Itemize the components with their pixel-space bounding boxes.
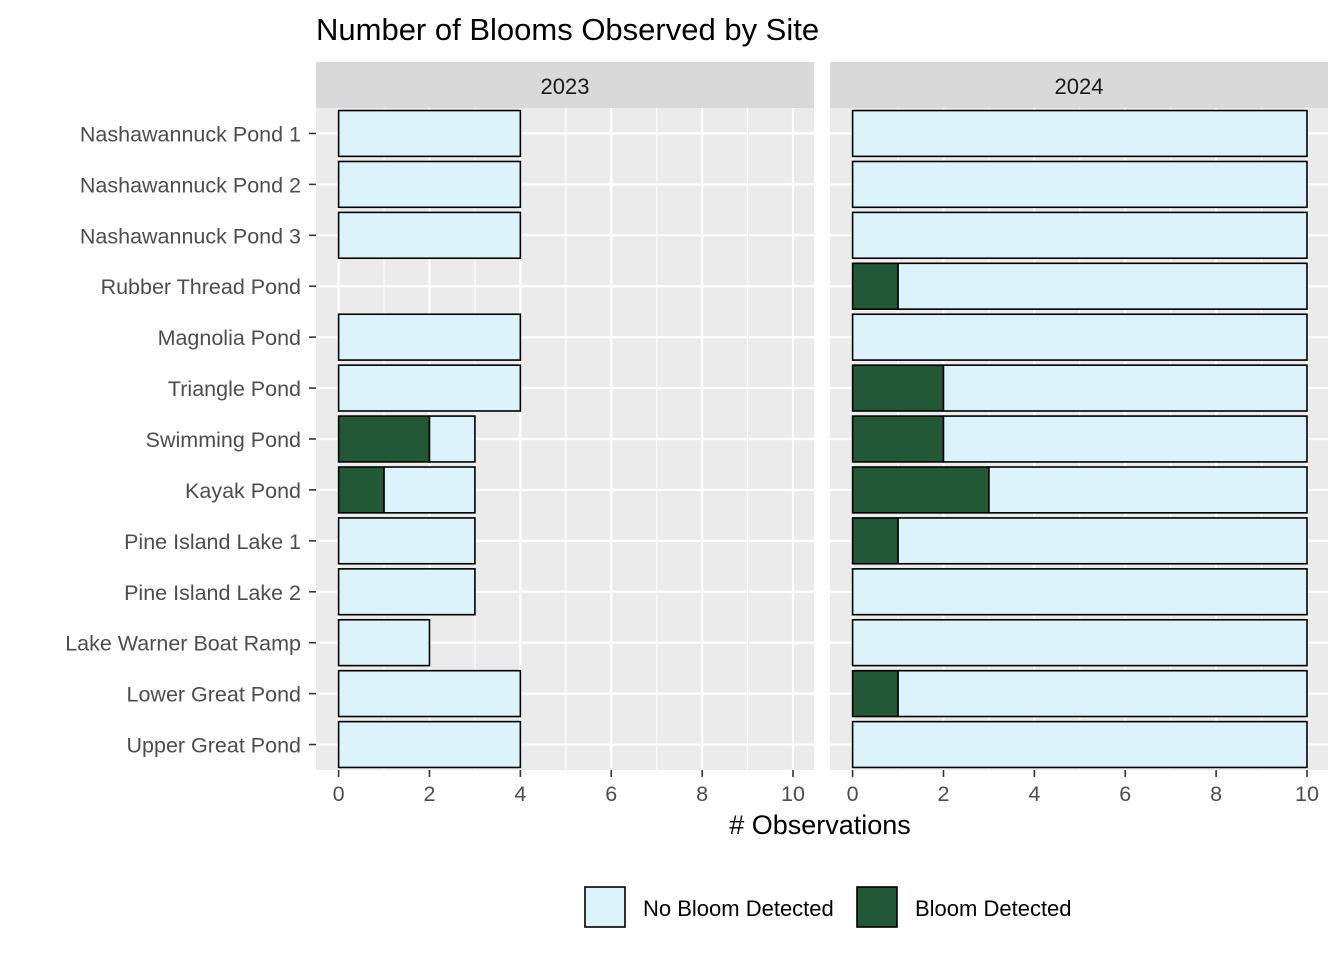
category-label: Nashawannuck Pond 2 <box>80 173 301 197</box>
bar-segment <box>942 364 1308 412</box>
bar-segment <box>851 364 945 412</box>
x-tick-label: 10 <box>781 782 805 806</box>
category-label: Kayak Pond <box>185 479 301 503</box>
x-tick-label: 4 <box>514 782 526 806</box>
category-label: Lake Warner Boat Ramp <box>65 632 301 656</box>
category-label: Swimming Pond <box>146 428 301 452</box>
bar-segment <box>851 517 899 565</box>
bar-segment <box>851 415 945 463</box>
category-label: Pine Island Lake 1 <box>124 530 301 554</box>
bar-segment <box>428 415 476 463</box>
bar-segment <box>942 415 1308 463</box>
x-tick-label: 2 <box>423 782 435 806</box>
panel-2023: 2023 0 2 4 6 8 10 <box>316 62 814 806</box>
x-tick-label: 8 <box>1210 782 1222 806</box>
bar-segment <box>897 517 1308 565</box>
bar-segment <box>337 517 476 565</box>
panel-2024: 2024 0 2 4 6 8 10 <box>830 62 1328 806</box>
strip-label: 2023 <box>541 74 590 99</box>
category-label: Pine Island Lake 2 <box>124 581 301 605</box>
category-label: Upper Great Pond <box>127 734 302 758</box>
category-label: Magnolia Pond <box>158 326 301 350</box>
bar-segment <box>337 109 522 158</box>
bar-segment <box>851 313 1308 361</box>
bar-segment <box>851 109 1308 158</box>
x-tick-label: 8 <box>696 782 708 806</box>
category-labels: Nashawannuck Pond 1 Nashawannuck Pond 2 Na… <box>65 122 316 758</box>
x-tick-label: 2 <box>937 782 949 806</box>
legend-label: Bloom Detected <box>915 896 1072 921</box>
bar-segment <box>897 262 1308 310</box>
x-axis-title: # Observations <box>729 810 911 840</box>
bar-segment <box>851 160 1308 209</box>
bar-segment <box>337 618 431 667</box>
facet-panels: 2023 0 2 4 6 8 10 2024 0 2 4 6 8 10 <box>316 62 1328 806</box>
bar-segment <box>851 618 1308 667</box>
bar-segment <box>337 160 522 209</box>
category-label: Nashawannuck Pond 3 <box>80 224 301 248</box>
bar-segment <box>988 466 1308 514</box>
bar-segment <box>851 568 1308 616</box>
bar-segment <box>337 364 522 412</box>
x-tick-label: 10 <box>1295 782 1319 806</box>
bar-segment <box>337 466 385 514</box>
chart-title: Number of Blooms Observed by Site <box>316 12 819 47</box>
category-label: Lower Great Pond <box>127 683 302 707</box>
category-label: Nashawannuck Pond 1 <box>80 122 301 146</box>
legend-item: Bloom Detected <box>856 886 1072 928</box>
bar-segment <box>337 720 522 769</box>
strip-label: 2024 <box>1055 74 1104 99</box>
bar-segment <box>851 720 1308 769</box>
category-label: Rubber Thread Pond <box>101 275 301 299</box>
bar-segment <box>851 669 899 718</box>
x-tick-label: 6 <box>1119 782 1131 806</box>
bar-segment <box>851 262 899 310</box>
legend-item: No Bloom Detected <box>584 886 834 928</box>
bar-segment <box>851 466 990 514</box>
bar-segment <box>851 211 1308 260</box>
bar-segment <box>337 568 476 616</box>
bar-segment <box>337 211 522 260</box>
legend-key <box>584 886 626 928</box>
legend-label: No Bloom Detected <box>643 896 834 921</box>
bar-segment <box>337 415 431 463</box>
x-tick-label: 0 <box>847 782 859 806</box>
legend: No Bloom Detected Bloom Detected <box>584 886 1072 928</box>
bar-segment <box>383 466 476 514</box>
bar-segment <box>897 669 1308 718</box>
x-tick-label: 0 <box>333 782 345 806</box>
x-tick-label: 4 <box>1028 782 1040 806</box>
x-tick-label: 6 <box>605 782 617 806</box>
strip-header <box>316 62 814 108</box>
category-label: Triangle Pond <box>168 377 301 401</box>
bar-segment <box>337 669 522 718</box>
bar-segment <box>337 313 522 361</box>
strip-header <box>830 62 1328 108</box>
legend-key <box>856 886 898 928</box>
